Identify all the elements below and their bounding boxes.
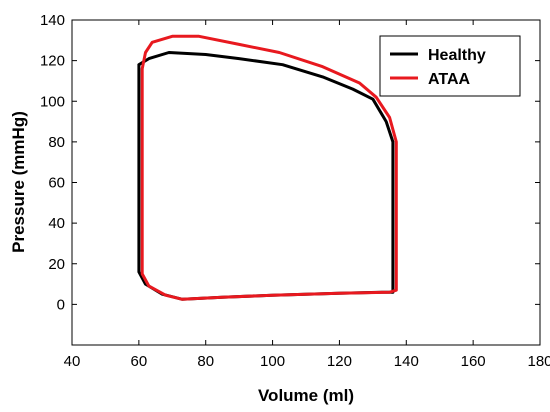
x-tick-label-100: 100 <box>260 353 285 370</box>
y-tick-label-20: 20 <box>48 256 65 273</box>
series-line-healthy <box>137 51 395 301</box>
y-tick-label-60: 60 <box>48 175 65 192</box>
x-axis-label: Volume (ml) <box>258 386 354 405</box>
y-axis-label: Pressure (mmHg) <box>9 111 28 253</box>
x-tick-label-60: 60 <box>131 353 148 370</box>
x-tick-label-180: 180 <box>527 353 550 370</box>
x-tick-label-80: 80 <box>197 353 214 370</box>
y-tick-label-100: 100 <box>40 93 65 110</box>
y-tick-label-40: 40 <box>48 215 65 232</box>
x-tick-label-40: 40 <box>64 353 81 370</box>
legend-box <box>379 35 521 97</box>
x-tick-label-160: 160 <box>461 353 486 370</box>
y-tick-label-120: 120 <box>40 53 65 70</box>
legend-label-healthy: Healthy <box>428 47 486 64</box>
x-tick-label-120: 120 <box>327 353 352 370</box>
legend-label-ataa: ATAA <box>428 71 471 88</box>
series-line-ataa <box>140 34 398 301</box>
y-tick-label-80: 80 <box>48 134 65 151</box>
y-tick-label-140: 140 <box>40 12 65 29</box>
series-layer <box>137 34 398 301</box>
axis-ticks: 40 60 80 100 120 140 160 180 0 20 40 60 80 100 120 140 <box>40 12 550 370</box>
x-tick-label-140: 140 <box>394 353 419 370</box>
y-tick-label-0: 0 <box>57 296 65 313</box>
legend: Healthy ATAA <box>379 35 521 97</box>
